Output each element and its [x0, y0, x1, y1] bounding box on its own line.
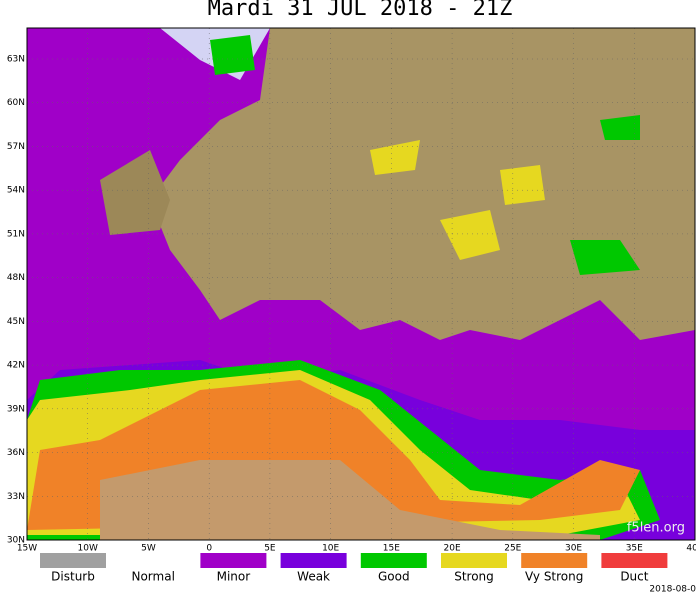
- legend-label: Minor: [217, 570, 251, 584]
- legend-label: Normal: [131, 570, 174, 584]
- land-uk: [100, 150, 170, 235]
- legend-label: Duct: [620, 570, 648, 584]
- legend-swatch: [360, 553, 427, 568]
- legend-label: Weak: [297, 570, 330, 584]
- lon-label: 30E: [565, 544, 582, 554]
- lon-label: 40E: [686, 544, 696, 554]
- lat-label: 48N: [7, 273, 25, 283]
- lon-label: 15E: [383, 544, 400, 554]
- lon-label: 0: [206, 544, 212, 554]
- lat-label: 51N: [7, 229, 25, 239]
- legend-swatch: [40, 553, 106, 568]
- lon-label: 35E: [626, 544, 643, 554]
- land: [150, 28, 695, 340]
- legend-label: Disturb: [51, 570, 95, 584]
- watermark: f5len.org: [627, 521, 685, 536]
- lon-label: 15W: [17, 544, 37, 554]
- land-africa: [100, 460, 600, 540]
- lat-label: 30N: [7, 536, 25, 546]
- map: f5len.org: [26, 27, 696, 541]
- title: Mardi 31 JUL 2018 - 21Z: [208, 0, 513, 21]
- legend-swatch: [441, 553, 507, 568]
- legend: Disturb Normal Minor Weak Good Strong Vy Stron…: [40, 553, 668, 584]
- lat-label: 54N: [7, 186, 25, 196]
- lat-label: 42N: [7, 361, 25, 371]
- lat-label: 36N: [7, 448, 25, 458]
- legend-swatch: [280, 553, 347, 568]
- legend-label: Good: [378, 570, 410, 584]
- lat-label: 57N: [7, 142, 25, 152]
- lon-label: 5E: [264, 544, 276, 554]
- map-frame: [26, 27, 696, 541]
- legend-label: Strong: [454, 570, 494, 584]
- legend-swatch: [120, 553, 187, 568]
- lon-label: 25E: [504, 544, 521, 554]
- lat-label: 33N: [7, 492, 25, 502]
- lon-label: 10E: [322, 544, 339, 554]
- legend-swatch: [200, 553, 267, 568]
- lat-label: 63N: [7, 55, 25, 65]
- lon-label: 5W: [141, 544, 156, 554]
- legend-label: Vy Strong: [525, 570, 583, 584]
- lon-label: 10W: [78, 544, 98, 554]
- zone-strong-north: [370, 140, 545, 260]
- lon-label: 20E: [444, 544, 461, 554]
- legend-swatch: [601, 553, 668, 568]
- lat-label: 45N: [7, 317, 25, 327]
- lat-label: 60N: [7, 98, 25, 108]
- lat-label: 39N: [7, 404, 25, 414]
- legend-swatch: [521, 553, 588, 568]
- footer-date: 2018-08-0: [649, 585, 696, 595]
